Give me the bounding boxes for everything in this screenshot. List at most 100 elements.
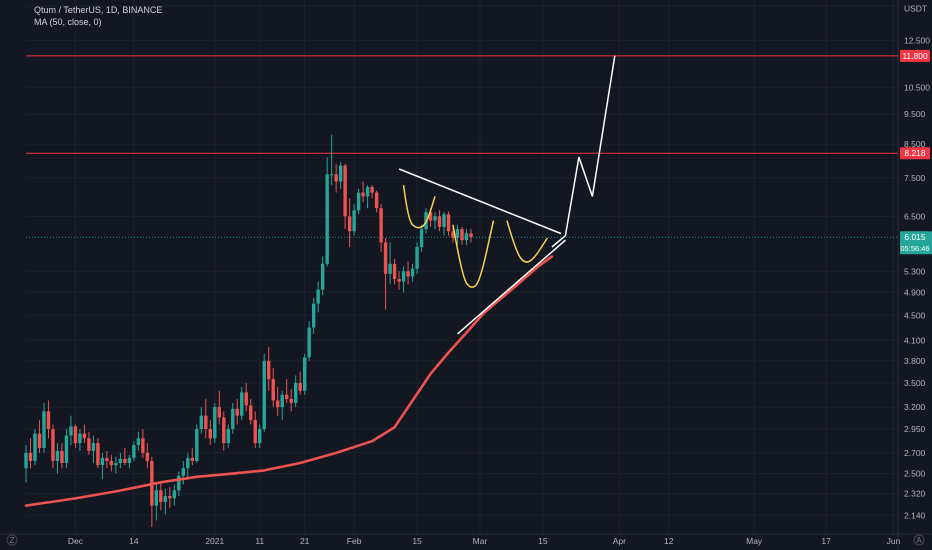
x-tick-label: 12 [664,536,674,546]
candle-body [329,174,334,176]
candle-body [311,303,316,328]
candle [464,229,469,245]
y-tick-label: 4.900 [904,287,926,297]
candle-body [258,429,262,444]
candle-body [69,426,73,436]
candle-body [163,496,168,502]
drawing-triangle-upper[interactable] [398,168,562,235]
candle-body [28,452,33,461]
candle [289,389,293,412]
time-axis[interactable]: Dec 14 2021 11 21 Feb 15 Mar 15 Apr 12 May 17 Jun [68,536,901,546]
drawing-cup-3[interactable] [506,220,549,263]
candle-body [249,405,253,421]
x-tick-label: Mar [473,536,488,546]
y-tick-label: 6.500 [904,211,926,221]
candle [114,456,118,474]
candle [388,242,392,285]
candle-body [285,394,289,399]
candle-body [78,433,82,444]
candle [316,281,320,313]
candle [267,347,271,391]
y-tick-label: 3.200 [904,402,926,412]
auto-scale-icon[interactable] [913,534,925,546]
candle-body [419,229,424,248]
candle-body [469,233,473,238]
candle [437,210,442,232]
candle [258,424,262,448]
candle-body [451,231,455,238]
candle-body [204,415,208,430]
candle-body [231,408,235,430]
candle [78,429,82,451]
candle [136,431,141,451]
candle-body [195,429,199,461]
candle [172,484,177,506]
candle-body [316,289,320,304]
candle-body [320,263,325,290]
candle-body [338,165,343,182]
zoom-reset-icon[interactable] [6,534,18,546]
candle-body [397,279,401,282]
drawings[interactable] [398,55,616,335]
candle [419,224,424,252]
candle [329,134,334,186]
drawing-cup-1[interactable] [402,185,436,229]
candle [379,204,383,252]
candle [195,424,199,464]
candle-body [186,457,190,469]
candle [123,447,127,466]
candle [262,353,266,432]
candle-body [347,216,352,232]
candle-body [141,438,145,453]
drawing-projection[interactable] [551,55,616,248]
candle [356,188,361,215]
candle-body [190,457,195,461]
drawing-cup-2[interactable] [452,220,495,288]
candle-body [455,229,460,238]
x-tick-label: May [746,536,763,546]
candle-body [325,174,329,264]
candle [37,420,42,453]
candle-body [410,268,415,277]
candle [141,429,145,458]
candle-body [51,429,55,461]
candle-body [406,271,410,277]
candle-body [145,452,150,461]
y-tick-label: 10.500 [904,82,930,92]
y-tick-label: 9.500 [904,109,926,119]
drawing-triangle-lower[interactable] [457,239,566,335]
y-tick-label: 2.700 [904,448,926,458]
y-tick-label: 7.500 [904,173,926,183]
candle-body [217,407,221,418]
candle-body [172,490,177,499]
y-tick-label: 2.500 [904,469,926,479]
candle [127,454,132,469]
candle-body [289,398,293,403]
candle [163,489,168,515]
candle [343,163,347,230]
current-price-label: 6.015 [904,232,926,242]
candle-body [428,212,433,221]
candle [186,452,190,480]
candle [145,443,150,469]
candle-body [55,450,60,461]
candle [46,400,51,439]
candle-body [100,457,105,466]
candle [455,224,460,245]
candle-body [464,233,469,241]
candle-timer-label: 05:56:46 [900,244,929,253]
candle-body [392,263,397,280]
candle-body [401,271,406,282]
candle [460,226,464,245]
level-price-label: 8.218 [904,148,926,158]
price-axis[interactable]: USDT 12.500 10.500 9.500 8.500 7.500 6.500 5.30… [904,3,930,520]
candle [100,452,105,480]
x-tick-label: 15 [412,536,422,546]
candle-body [361,192,365,197]
candle-body [87,438,91,451]
horizontal-levels[interactable] [26,55,898,238]
candle [442,212,446,236]
candle-body [127,457,132,464]
